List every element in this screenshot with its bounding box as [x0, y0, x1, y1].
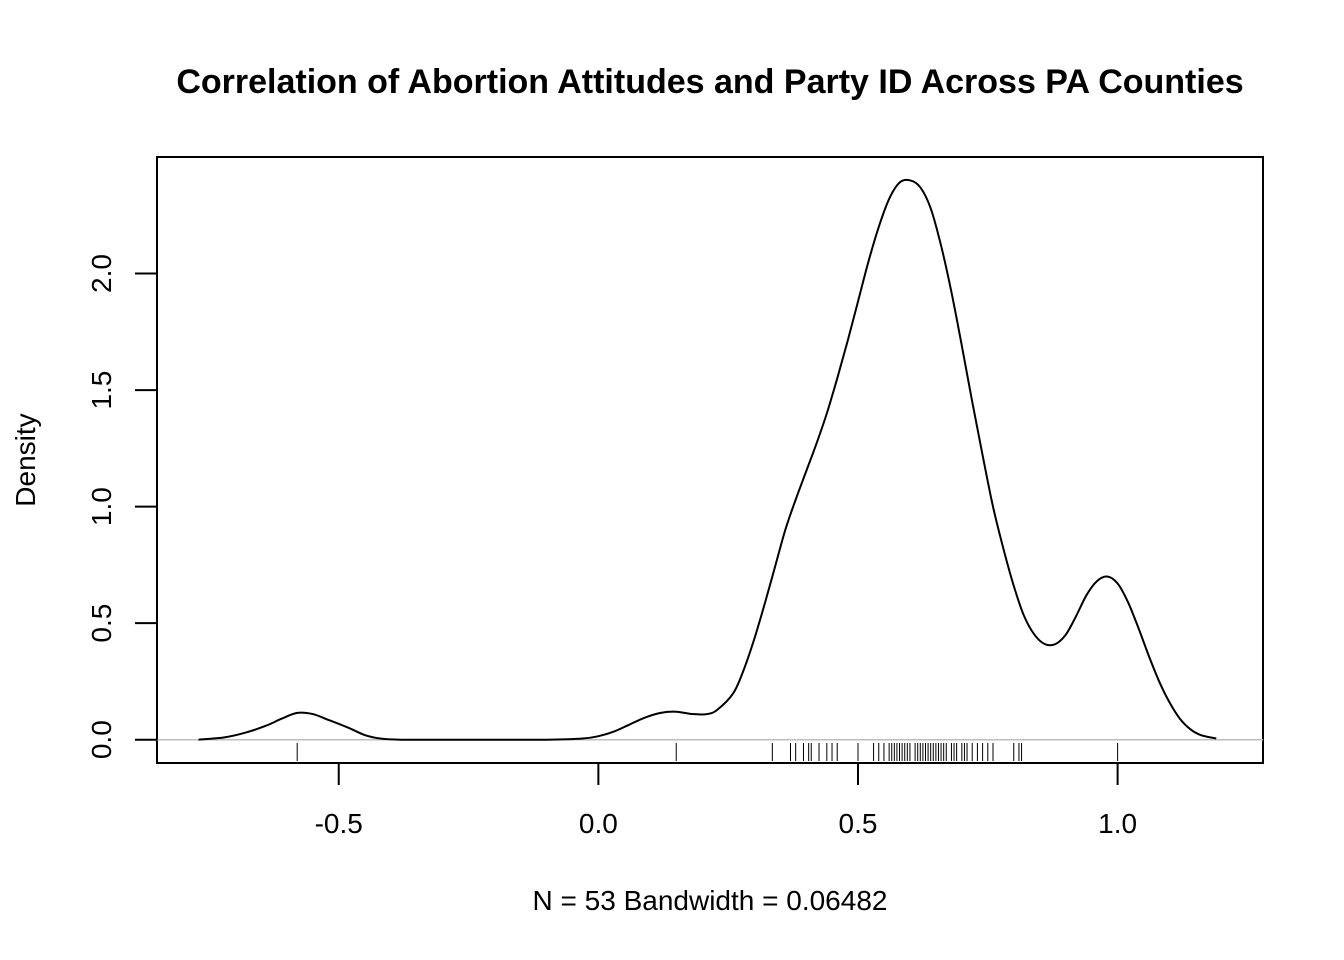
chart-title: Correlation of Abortion Attitudes and Pa…	[176, 63, 1243, 101]
x-axis-label: N = 53 Bandwidth = 0.06482	[533, 885, 888, 916]
x-tick-label: 1.0	[1098, 808, 1137, 839]
y-tick-label: 0.0	[86, 720, 117, 759]
y-tick-label: 1.5	[86, 371, 117, 410]
x-tick-label: 0.5	[839, 808, 878, 839]
y-axis: 0.0 0.5 1.0 1.5 2.0	[86, 254, 158, 759]
y-tick-label: 0.5	[86, 604, 117, 643]
x-tick-label: 0.0	[579, 808, 618, 839]
y-axis-label: Density	[10, 413, 41, 506]
x-axis: -0.5 0.0 0.5 1.0	[315, 762, 1137, 839]
y-tick-label: 2.0	[86, 254, 117, 293]
plot-frame	[156, 156, 1264, 764]
y-tick-label: 1.0	[86, 487, 117, 526]
density-curve	[198, 178, 1217, 741]
x-tick-label: -0.5	[315, 808, 363, 839]
rug-marks	[296, 743, 1119, 761]
